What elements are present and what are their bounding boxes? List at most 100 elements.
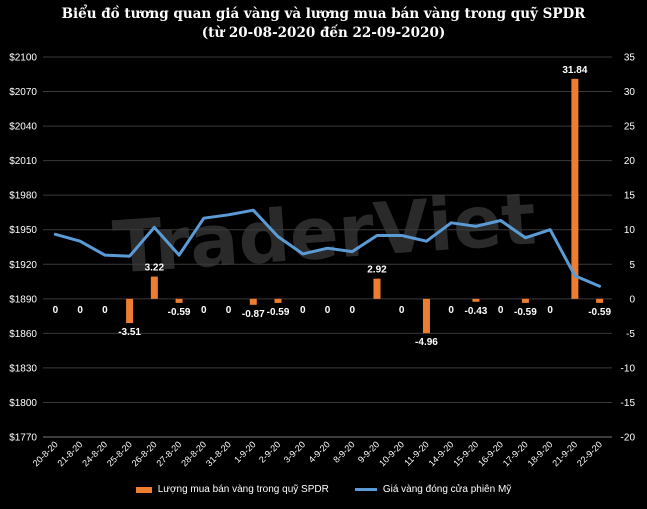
right-tick-label: -20	[621, 433, 636, 444]
right-tick-label: -10	[621, 363, 636, 374]
left-tick-label: $2100	[9, 53, 37, 64]
bar-series	[126, 78, 604, 334]
x-tick-label: 22-9-20	[575, 439, 604, 468]
left-tick-label: $1920	[9, 260, 37, 271]
gridlines	[43, 56, 612, 438]
bar-data-label: -0.59	[267, 307, 290, 318]
x-tick-label: 26-8-20	[130, 439, 159, 468]
right-tick-label: 15	[624, 191, 636, 202]
x-tick-label: 27-8-20	[154, 439, 183, 468]
legend-item-bars: Lượng mua bán vàng trong quỹ SPDR	[135, 484, 329, 495]
spdr-bar	[249, 298, 257, 305]
left-tick-label: $1950	[9, 225, 37, 236]
right-tick-label: 35	[624, 53, 636, 64]
x-tick-label: 15-9-20	[451, 439, 480, 468]
bar-data-label: 0	[349, 305, 355, 316]
bar-data-label: 0	[77, 305, 83, 316]
x-tick-label: 31-8-20	[204, 439, 233, 468]
bar-data-label: -3.51	[118, 327, 141, 338]
x-tick-label: 24-8-20	[80, 439, 109, 468]
left-tick-label: $2040	[9, 122, 37, 133]
bar-data-label: 0	[547, 305, 553, 316]
x-tick-label: 16-9-20	[476, 439, 505, 468]
x-tick-label: 18-9-20	[526, 439, 555, 468]
gold-price-line	[53, 208, 602, 288]
chart-title: Biểu đồ tương quan giá vàng và lượng mua…	[61, 6, 586, 22]
line-series	[53, 208, 602, 288]
bar-data-label: 0	[53, 305, 59, 316]
spdr-bar	[521, 298, 529, 303]
right-tick-label: 30	[624, 87, 636, 98]
right-tick-label: 0	[629, 294, 635, 305]
bar-data-label: -0.59	[588, 307, 611, 318]
bar-data-label: 0	[102, 305, 108, 316]
legend-line-swatch	[354, 488, 377, 491]
legend-bar-swatch	[135, 486, 152, 493]
left-tick-label: $1890	[9, 294, 37, 305]
right-tick-label: 25	[624, 122, 636, 133]
left-tick-label: $2010	[9, 156, 37, 167]
chart-subtitle: (từ 20-08-2020 đến 22-09-2020)	[201, 25, 446, 41]
x-tick-label: 14-9-20	[427, 439, 456, 468]
right-tick-label: -15	[621, 398, 636, 409]
spdr-bar	[150, 276, 158, 299]
right-tick-label: 20	[624, 156, 636, 167]
left-tick-label: $1770	[9, 433, 37, 444]
right-tick-label: 5	[629, 260, 635, 271]
x-axis: 20-8-2021-8-2024-8-2025-8-2026-8-2027-8-…	[31, 436, 612, 468]
spdr-bar	[571, 78, 579, 299]
bar-data-label: 0	[399, 305, 405, 316]
x-tick-label: 28-8-20	[179, 439, 208, 468]
watermark-text: TraderViet	[110, 176, 538, 289]
legend-bar-label: Lượng mua bán vàng trong quỹ SPDR	[157, 484, 329, 495]
left-tick-label: $2070	[9, 87, 37, 98]
x-tick-label: 4-9-20	[306, 439, 331, 464]
legend: Lượng mua bán vàng trong quỹ SPDR Giá và…	[0, 484, 647, 495]
legend-line-label: Giá vàng đóng cửa phiên Mỹ	[382, 484, 512, 495]
bar-data-label: 0	[226, 305, 232, 316]
bar-data-label: -0.43	[465, 306, 488, 317]
bar-data-label: 0	[448, 305, 454, 316]
x-tick-label: 21-9-20	[550, 439, 579, 468]
right-tick-label: 10	[624, 225, 636, 236]
left-tick-label: $1860	[9, 329, 37, 340]
spdr-bar	[596, 298, 604, 303]
spdr-bar	[472, 298, 480, 302]
left-axis: $2100 $2070 $2040 $2010 $1980 $1950 $1920 $1890…	[9, 53, 37, 444]
x-tick-label: 11-9-20	[402, 439, 431, 468]
bar-data-label: 0	[325, 305, 331, 316]
bar-data-label: 3.22	[145, 263, 165, 274]
bar-data-label: -0.87	[242, 309, 265, 320]
spdr-bar	[274, 298, 282, 303]
left-tick-label: $1800	[9, 398, 37, 409]
x-tick-label: 21-8-20	[56, 439, 85, 468]
legend-item-line: Giá vàng đóng cửa phiên Mỹ	[354, 484, 512, 495]
spdr-bar	[175, 298, 183, 303]
x-tick-label: 25-8-20	[105, 439, 134, 468]
right-axis: 35 30 25 20 15 10 5 0 -5 -10 -15 -20	[621, 53, 636, 444]
chart-title-block: Biểu đồ tương quan giá vàng và lượng mua…	[0, 5, 647, 43]
bar-data-label: -0.59	[168, 307, 191, 318]
bar-data-label: -0.59	[514, 307, 537, 318]
x-tick-label: 20-8-20	[31, 439, 60, 468]
spdr-bar	[373, 278, 381, 299]
bar-data-label: -4.96	[415, 337, 438, 348]
x-tick-label: 3-9-20	[282, 439, 307, 464]
bar-data-labels: 0 0 0-3.513.22-0.59 0 0 -0.87 -0.59 0 0 02.920-4.…	[53, 65, 612, 348]
x-tick-label: 10-9-20	[377, 439, 406, 468]
right-tick-label: -5	[626, 329, 635, 340]
x-tick-label: 1-9-20	[232, 439, 257, 464]
bar-data-label: 0	[201, 305, 207, 316]
bar-data-label: 0	[498, 305, 504, 316]
spdr-bar	[422, 298, 430, 334]
x-tick-label: 2-9-20	[257, 439, 282, 464]
spdr-bar	[126, 298, 134, 324]
bar-data-label: 31.84	[562, 65, 587, 76]
x-tick-label: 8-9-20	[331, 439, 356, 464]
x-tick-label: 17-9-20	[501, 439, 530, 468]
bar-data-label: 0	[300, 305, 306, 316]
left-tick-label: $1980	[9, 191, 37, 202]
left-tick-label: $1830	[9, 363, 37, 374]
bar-data-label: 2.92	[367, 265, 387, 276]
